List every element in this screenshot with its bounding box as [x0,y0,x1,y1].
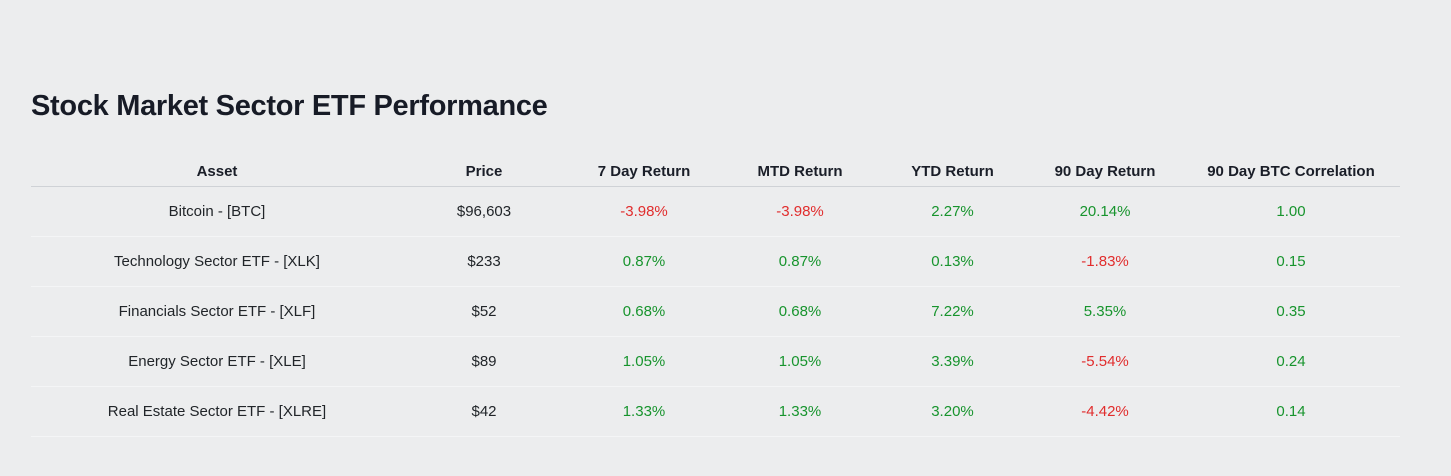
cell-7d-return: 1.33% [565,386,723,438]
cell-ytd-return: 0.13% [877,236,1028,288]
cell-ytd-return: 7.22% [877,286,1028,338]
cell-7d-return: 1.05% [565,336,723,388]
cell-btc-correlation: 0.35 [1182,286,1400,338]
cell-7d-return: -3.98% [565,186,723,238]
cell-ytd-return: 2.27% [877,186,1028,238]
cell-mtd-return: 1.33% [723,386,877,438]
table-row-xlk: Technology Sector ETF - [XLK] $233 0.87%… [31,236,1400,288]
table-row-xle: Energy Sector ETF - [XLE] $89 1.05% 1.05… [31,336,1400,388]
column-header-asset: Asset [31,157,403,188]
cell-mtd-return: 0.87% [723,236,877,288]
table-row-xlf: Financials Sector ETF - [XLF] $52 0.68% … [31,286,1400,338]
cell-btc-correlation: 0.24 [1182,336,1400,388]
cell-ytd-return: 3.39% [877,336,1028,388]
cell-asset: Energy Sector ETF - [XLE] [31,336,403,388]
cell-price: $233 [403,236,565,288]
cell-ytd-return: 3.20% [877,386,1028,438]
cell-mtd-return: -3.98% [723,186,877,238]
cell-asset: Real Estate Sector ETF - [XLRE] [31,386,403,438]
column-header-90d-return: 90 Day Return [1028,157,1182,188]
table-header-row: Asset Price 7 Day Return MTD Return YTD … [31,157,1400,188]
cell-90d-return: 5.35% [1028,286,1182,338]
cell-asset: Financials Sector ETF - [XLF] [31,286,403,338]
cell-90d-return: -5.54% [1028,336,1182,388]
cell-90d-return: -4.42% [1028,386,1182,438]
cell-90d-return: 20.14% [1028,186,1182,238]
cell-7d-return: 0.87% [565,236,723,288]
cell-7d-return: 0.68% [565,286,723,338]
cell-asset: Bitcoin - [BTC] [31,186,403,238]
cell-mtd-return: 1.05% [723,336,877,388]
column-header-7d-return: 7 Day Return [565,157,723,188]
page-title: Stock Market Sector ETF Performance [31,90,548,122]
cell-btc-correlation: 0.14 [1182,386,1400,438]
cell-mtd-return: 0.68% [723,286,877,338]
column-header-price: Price [403,157,565,188]
cell-btc-correlation: 0.15 [1182,236,1400,288]
cell-price: $96,603 [403,186,565,238]
column-header-mtd-return: MTD Return [723,157,877,188]
etf-performance-page: Stock Market Sector ETF Performance Asse… [31,90,1400,438]
cell-price: $42 [403,386,565,438]
column-header-btc-correlation: 90 Day BTC Correlation [1182,157,1400,188]
cell-btc-correlation: 1.00 [1182,186,1400,238]
table-row-xlre: Real Estate Sector ETF - [XLRE] $42 1.33… [31,386,1400,438]
cell-price: $52 [403,286,565,338]
cell-price: $89 [403,336,565,388]
table-row-btc: Bitcoin - [BTC] $96,603 -3.98% -3.98% 2.… [31,186,1400,238]
column-header-ytd-return: YTD Return [877,157,1028,188]
etf-performance-table: Asset Price 7 Day Return MTD Return YTD … [31,157,1400,438]
cell-asset: Technology Sector ETF - [XLK] [31,236,403,288]
cell-90d-return: -1.83% [1028,236,1182,288]
